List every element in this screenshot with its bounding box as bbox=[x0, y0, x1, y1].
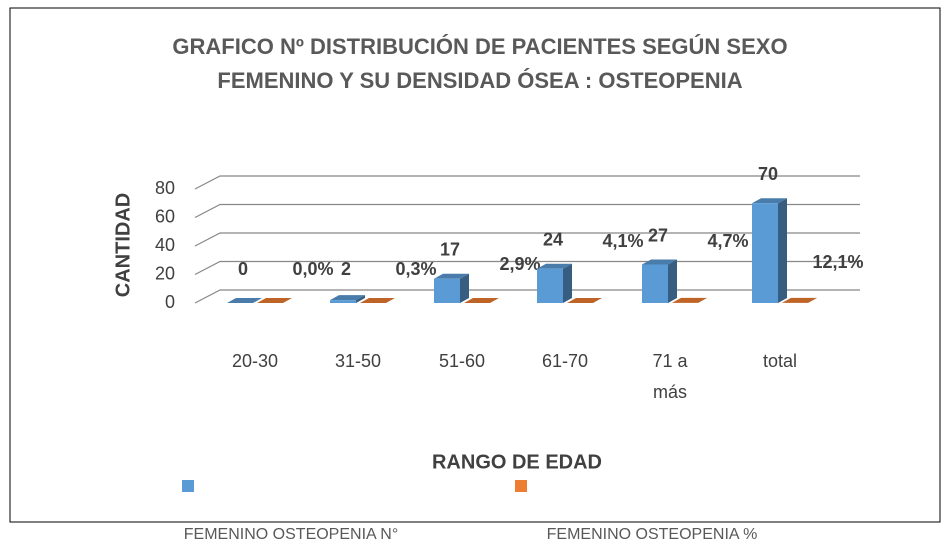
data-label: 2,9% bbox=[499, 254, 540, 274]
bar-face bbox=[752, 203, 778, 303]
legend-label: FEMENINO OSTEOPENIA N° bbox=[184, 526, 398, 543]
bar-face bbox=[668, 260, 677, 303]
y-tick-label: 20 bbox=[155, 263, 175, 283]
data-label: 2 bbox=[341, 259, 351, 279]
y-tick-label: 0 bbox=[165, 292, 175, 312]
bar bbox=[752, 198, 787, 303]
x-tick-label: 51-60 bbox=[439, 351, 485, 371]
y-tick-label: 40 bbox=[155, 235, 175, 255]
chart-title: GRAFICO Nº DISTRIBUCIÓN DE PACIENTES SEG… bbox=[172, 34, 787, 59]
legend-label: FEMENINO OSTEOPENIA % bbox=[547, 526, 758, 543]
x-tick-label: más bbox=[653, 382, 687, 402]
data-label: 24 bbox=[543, 230, 563, 250]
bar-face bbox=[563, 264, 572, 303]
x-tick-label: 71 a bbox=[652, 351, 688, 371]
data-label: 17 bbox=[440, 240, 460, 260]
data-label: 70 bbox=[758, 164, 778, 184]
x-tick-label: 31-50 bbox=[335, 351, 381, 371]
legend-marker bbox=[515, 480, 527, 492]
bar-face bbox=[642, 265, 668, 303]
data-label: 27 bbox=[648, 225, 668, 245]
legend-marker bbox=[182, 480, 194, 492]
data-label: 0 bbox=[238, 259, 248, 279]
data-label: 0,0% bbox=[292, 259, 333, 279]
data-label: 4,1% bbox=[602, 231, 643, 251]
x-tick-label: 20-30 bbox=[232, 351, 278, 371]
bar-face bbox=[330, 300, 356, 303]
y-axis-label: CANTIDAD bbox=[112, 193, 134, 297]
y-tick-label: 80 bbox=[155, 178, 175, 198]
bar-face bbox=[537, 269, 563, 303]
data-label: 4,7% bbox=[707, 231, 748, 251]
data-label: 12,1% bbox=[812, 252, 863, 272]
x-tick-label: 61-70 bbox=[542, 351, 588, 371]
y-tick-label: 60 bbox=[155, 206, 175, 226]
x-axis-label: RANGO DE EDAD bbox=[432, 451, 602, 473]
bar bbox=[434, 274, 469, 303]
bar-face bbox=[434, 279, 460, 303]
x-tick-label: total bbox=[763, 351, 797, 371]
bar bbox=[537, 264, 572, 303]
chart-title: FEMENINO Y SU DENSIDAD ÓSEA : OSTEOPENIA bbox=[217, 68, 742, 93]
bar-face bbox=[778, 198, 787, 303]
bar bbox=[642, 260, 677, 303]
bar-face bbox=[460, 274, 469, 303]
data-label: 0,3% bbox=[395, 259, 436, 279]
